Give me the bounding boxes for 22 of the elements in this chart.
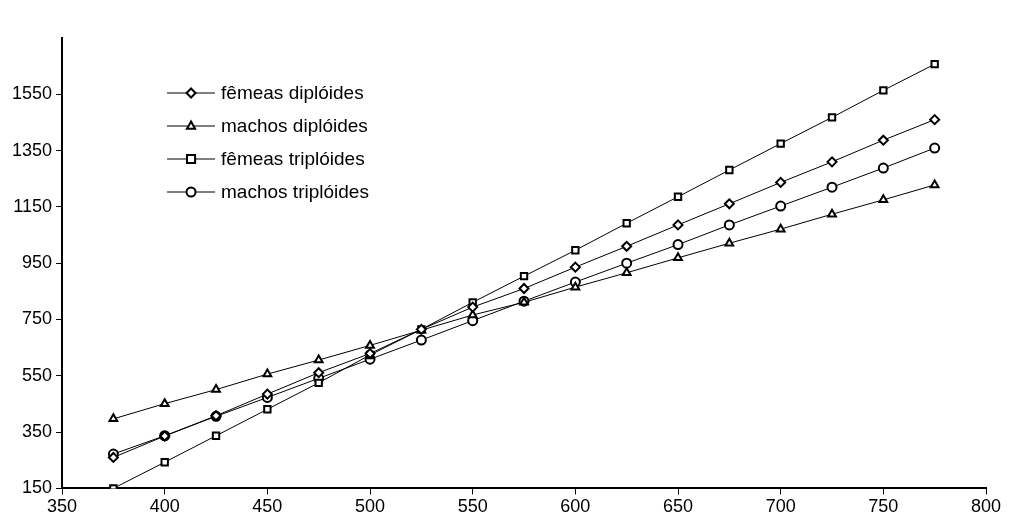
x-tick-label: 500: [355, 496, 386, 517]
legend-label: machos diplóides: [221, 115, 368, 137]
y-tick-label: 350: [22, 421, 53, 442]
legend-label: machos triplóides: [221, 181, 369, 203]
x-tick-label: 800: [970, 496, 1002, 517]
x-tick-label: 750: [868, 496, 899, 517]
y-tick-label: 1350: [12, 139, 53, 160]
x-tick-label: 400: [149, 496, 180, 517]
x-tick-label: 600: [560, 496, 591, 517]
x-tick-label: 700: [765, 496, 796, 517]
legend-label: fêmeas triplóides: [221, 148, 365, 170]
y-tick-label: 1150: [13, 195, 53, 216]
x-tick-label: 550: [457, 496, 488, 517]
x-tick-label: 350: [47, 496, 78, 517]
y-tick-label: 750: [22, 308, 53, 329]
y-tick-label: 150: [22, 477, 53, 498]
x-tick-label: 650: [662, 496, 694, 517]
y-tick-label: 550: [22, 364, 53, 385]
y-tick-label: 950: [22, 252, 53, 273]
x-tick-label: 450: [252, 496, 283, 517]
legend-label: fêmeas diplóides: [221, 82, 364, 104]
y-tick-label: 1550: [12, 83, 53, 104]
